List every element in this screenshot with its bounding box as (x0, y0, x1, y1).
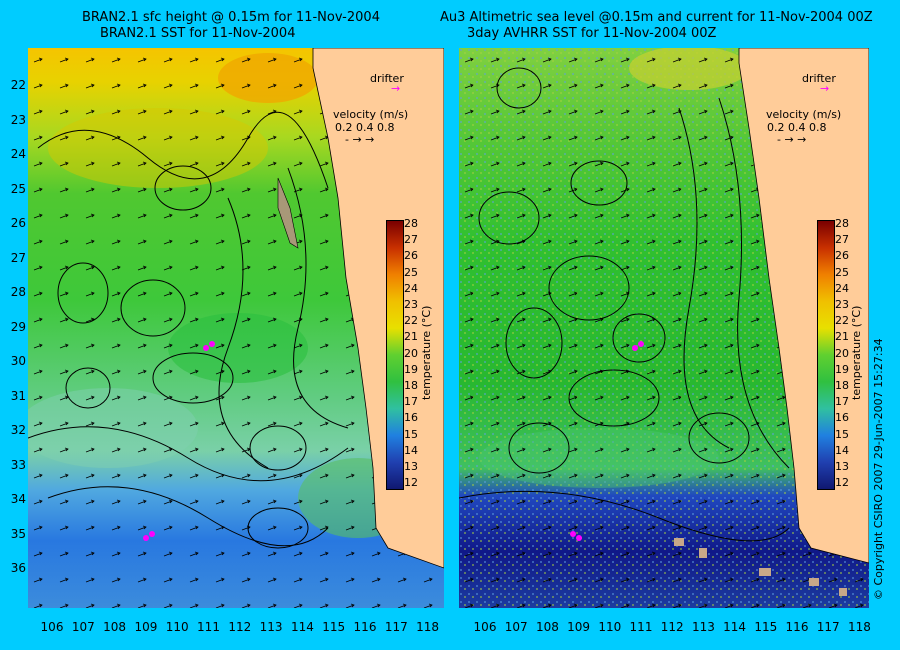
lon-tick-label: 112 (660, 620, 684, 634)
colorbar-tick-label: 17 (835, 395, 849, 409)
lat-tick-label: 25 (10, 181, 26, 196)
lat-tick-label: 22 (10, 78, 26, 92)
lat-tick-label: 23 (10, 112, 26, 127)
lon-tick-label: 109 (567, 620, 591, 634)
colorbar-tick-label: 22 (404, 314, 418, 328)
right-sst-map (459, 48, 869, 608)
colorbar-tick-label: 27 (404, 233, 418, 247)
left-colorbar (386, 220, 404, 490)
lat-tick-label: 28 (10, 285, 26, 299)
left-sst-map (28, 48, 444, 608)
colorbar-tick-label: 13 (404, 460, 418, 473)
lon-tick-label: 113 (259, 620, 283, 634)
left-colorbar-unit: temperature (°C) (420, 305, 433, 400)
lon-tick-label: 114 (723, 620, 747, 634)
colorbar-tick-label: 28 (835, 217, 849, 230)
colorbar-tick-label: 21 (404, 330, 418, 344)
lon-tick-label: 117 (384, 620, 408, 634)
lon-tick-label: 118 (847, 620, 871, 634)
colorbar-tick-label: 24 (404, 281, 418, 295)
colorbar-tick-label: 19 (835, 362, 849, 376)
lat-tick-label: 33 (10, 457, 26, 472)
lon-tick-label: 111 (629, 620, 653, 634)
colorbar-tick-label: 18 (835, 379, 849, 392)
lon-tick-label: 106 (473, 620, 497, 634)
colorbar-tick-label: 14 (404, 443, 418, 457)
right-map-panel (459, 48, 869, 608)
colorbar-tick-label: 22 (835, 314, 849, 328)
lon-tick-label: 111 (197, 620, 220, 634)
lon-tick-label: 116 (785, 620, 809, 634)
right-velocity-arrows-icon: - → → (777, 133, 807, 146)
colorbar-tick-label: 23 (404, 298, 418, 311)
colorbar-tick-label: 26 (404, 249, 418, 263)
left-drifter-arrow-icon: → (391, 82, 401, 95)
lon-tick-label: 110 (165, 620, 189, 634)
right-title-line2: 3day AVHRR SST for 11-Nov-2004 00Z (467, 26, 717, 41)
lat-tick-label: 30 (10, 354, 26, 368)
colorbar-tick-label: 13 (835, 460, 849, 473)
colorbar-tick-label: 21 (835, 330, 849, 344)
right-colorbar (817, 220, 835, 490)
lon-tick-label: 109 (134, 620, 158, 634)
right-colorbar-unit: temperature (°C) (850, 305, 863, 400)
right-drifter-label: drifter (802, 72, 836, 85)
colorbar-tick-label: 26 (835, 249, 849, 263)
lat-tick-label: 36 (10, 561, 26, 575)
colorbar-tick-label: 20 (404, 346, 418, 360)
lon-tick-label: 108 (535, 620, 559, 634)
lon-tick-label: 107 (504, 620, 528, 634)
left-title-line2: BRAN2.1 SST for 11-Nov-2004 (100, 26, 296, 41)
lon-tick-label: 108 (103, 620, 127, 634)
lon-tick-label: 117 (816, 620, 840, 634)
right-velocity-label: velocity (m/s) (766, 108, 842, 121)
lon-tick-label: 116 (353, 620, 377, 634)
colorbar-tick-label: 15 (835, 427, 849, 441)
left-title-line1: BRAN2.1 sfc height @ 0.15m for 11-Nov-20… (82, 10, 380, 25)
lat-tick-label: 27 (10, 250, 26, 265)
lat-tick-label: 24 (10, 147, 26, 161)
lat-tick-label: 29 (10, 319, 26, 334)
colorbar-tick-label: 25 (404, 265, 418, 279)
lon-tick-label: 112 (228, 620, 252, 634)
colorbar-tick-label: 14 (835, 443, 849, 457)
left-map-panel (28, 48, 444, 608)
left-velocity-label: velocity (m/s) (333, 108, 409, 121)
colorbar-tick-label: 15 (404, 427, 418, 441)
lon-tick-label: 106 (40, 620, 64, 634)
lat-tick-label: 32 (10, 423, 26, 437)
lon-tick-label: 115 (322, 620, 346, 634)
lat-tick-label: 31 (10, 388, 26, 403)
left-velocity-scale: 0.2 0.4 0.8 (335, 121, 395, 134)
colorbar-tick-label: 28 (404, 217, 418, 230)
right-velocity-scale: 0.2 0.4 0.8 (767, 121, 827, 134)
colorbar-tick-label: 12 (835, 476, 849, 490)
lon-tick-label: 107 (71, 620, 95, 634)
left-drifter-label: drifter (370, 72, 404, 85)
right-title-line1: Au3 Altimetric sea level @0.15m and curr… (440, 10, 873, 25)
colorbar-tick-label: 18 (404, 379, 418, 392)
colorbar-tick-label: 19 (404, 362, 418, 376)
lon-tick-label: 110 (598, 620, 622, 634)
colorbar-tick-label: 24 (835, 281, 849, 295)
lat-tick-label: 34 (10, 492, 26, 506)
lat-tick-label: 26 (10, 216, 26, 230)
right-drifter-arrow-icon: → (820, 82, 830, 95)
colorbar-tick-label: 16 (404, 411, 418, 425)
colorbar-tick-label: 27 (835, 233, 849, 247)
colorbar-tick-label: 16 (835, 411, 849, 425)
copyright-text: © Copyright CSIRO 2007 29-Jun-2007 15:27… (872, 338, 885, 600)
lat-tick-label: 35 (10, 526, 26, 541)
lon-tick-label: 115 (754, 620, 778, 634)
colorbar-tick-label: 20 (835, 346, 849, 360)
colorbar-tick-label: 23 (835, 298, 849, 311)
colorbar-tick-label: 17 (404, 395, 418, 409)
left-velocity-arrows-icon: - → → (345, 133, 375, 146)
lon-tick-label: 114 (290, 620, 314, 634)
colorbar-tick-label: 12 (404, 476, 418, 490)
colorbar-tick-label: 25 (835, 265, 849, 279)
lon-tick-label: 113 (691, 620, 715, 634)
lon-tick-label: 118 (416, 620, 440, 634)
